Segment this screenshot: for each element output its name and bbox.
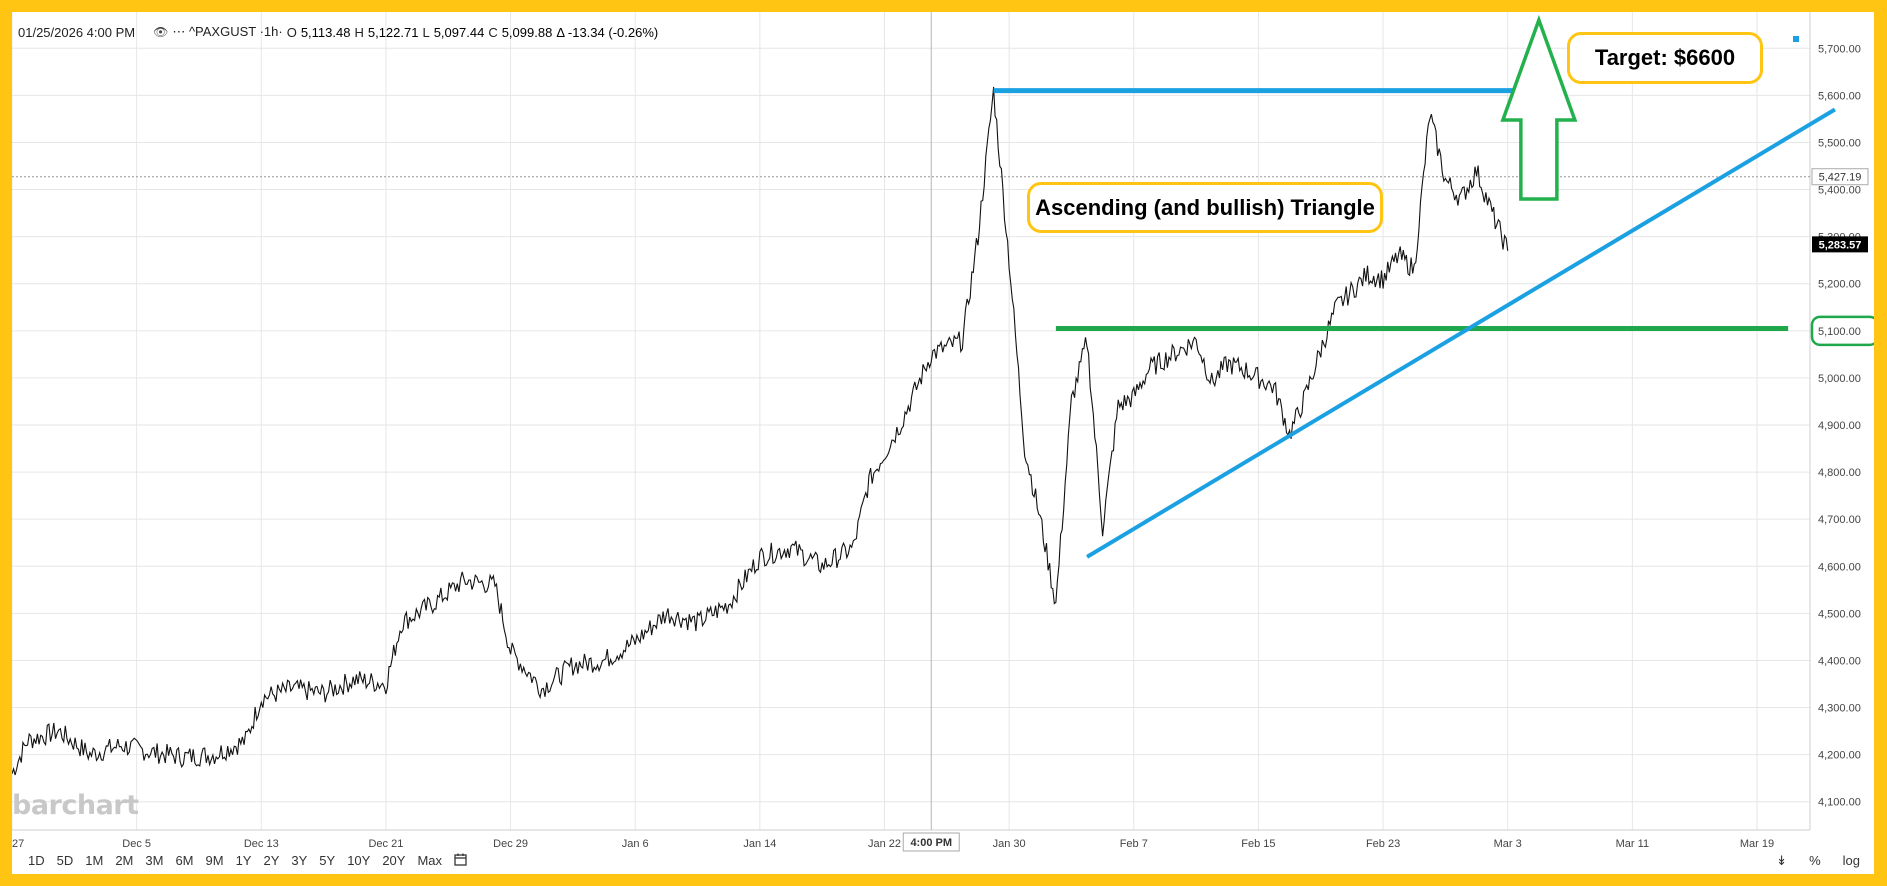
high-value: 5,122.71	[367, 24, 419, 40]
double-chevron-down-icon[interactable]: ↡	[1776, 853, 1788, 868]
open-value: 5,113.48	[300, 24, 351, 40]
range-selector: 1D 5D 1M 2M 3M 6M 9M 1Y 2Y 3Y 5Y 10Y 20Y…	[22, 853, 473, 869]
x-tick-label: Mar 3	[1494, 838, 1522, 850]
low-value: 5,097.44	[433, 24, 485, 40]
drawing-annotations	[993, 14, 1836, 559]
open-label: O	[286, 24, 297, 40]
crosshair-price-label: 5,427.19	[1819, 172, 1862, 184]
y-tick-label: 4,900.00	[1818, 420, 1861, 432]
range-5d[interactable]: 5D	[56, 853, 74, 868]
low-label: L	[422, 24, 430, 40]
crosshair-time-label: 4:00 PM	[910, 837, 952, 849]
y-tick-label: 5,400.00	[1818, 185, 1861, 197]
last-price-label: 5,283.57	[1819, 239, 1862, 251]
range-5y[interactable]: 5Y	[319, 853, 336, 868]
range-1d[interactable]: 1D	[28, 853, 45, 868]
chart-footer: 1D 5D 1M 2M 3M 6M 9M 1Y 2Y 3Y 5Y 10Y 20Y…	[12, 850, 1874, 874]
grid	[12, 12, 1810, 830]
last-price-box	[1812, 236, 1868, 253]
y-tick-label: 5,200.00	[1818, 279, 1861, 291]
calendar-icon[interactable]	[448, 853, 473, 869]
barchart-logo: barchart	[12, 790, 139, 821]
price-chart[interactable]: 4,100.00 4,200.00 4,300.00 4,400.00 4,500.00…	[12, 12, 1874, 874]
x-tick-label: Dec 13	[244, 838, 279, 850]
x-tick-label: Jan 6	[622, 838, 649, 850]
range-3y[interactable]: 3Y	[291, 853, 308, 868]
y-tick-label: 4,700.00	[1818, 514, 1861, 526]
x-tick-label: Dec 21	[368, 838, 403, 850]
y-tick-label: 4,600.00	[1818, 561, 1861, 573]
ohlc-header: 01/25/2026 4:00 PM 👁 ⋯ ^PAXGUST ·1h· O 5…	[18, 24, 658, 40]
y-tick-label: 5,700.00	[1818, 43, 1861, 55]
range-max[interactable]: Max	[417, 853, 443, 868]
y-tick-label: 4,800.00	[1818, 467, 1861, 479]
range-20y[interactable]: 20Y	[382, 853, 406, 868]
x-tick-label: Feb 23	[1366, 838, 1400, 850]
y-tick-label: 4,500.00	[1818, 608, 1861, 620]
crosshair-time-box	[902, 832, 960, 852]
target-arrow	[1500, 14, 1578, 201]
close-value: 5,099.88	[501, 24, 553, 40]
marker-dot	[1793, 36, 1799, 42]
x-tick-label: Jan 30	[993, 838, 1026, 850]
range-1y[interactable]: 1Y	[235, 853, 252, 868]
symbol-label[interactable]: ⋯ ^PAXGUST ·1h·	[172, 24, 283, 39]
price-series	[12, 86, 1509, 776]
x-tick-label: Mar 19	[1740, 838, 1774, 850]
y-tick-label: 4,300.00	[1818, 703, 1861, 715]
high-label: H	[354, 24, 364, 40]
x-tick-label: Jan 14	[743, 838, 776, 850]
y-tick-label: 5,600.00	[1818, 90, 1861, 102]
support-level-highlight	[1810, 315, 1874, 347]
y-tick-label: 4,100.00	[1818, 797, 1861, 809]
x-tick-label: 27	[12, 838, 24, 850]
y-tick-label: 5,100.00	[1818, 326, 1861, 338]
range-6m[interactable]: 6M	[175, 853, 194, 868]
range-10y[interactable]: 10Y	[347, 853, 371, 868]
y-tick-label: 4,200.00	[1818, 750, 1861, 762]
x-tick-label: Mar 11	[1616, 838, 1649, 850]
price-line	[12, 86, 1509, 776]
percent-toggle[interactable]: %	[1809, 853, 1821, 868]
y-tick-label: 5,500.00	[1818, 137, 1861, 149]
x-tick-label: Feb 7	[1120, 838, 1148, 850]
range-3m[interactable]: 3M	[145, 853, 164, 868]
change-value: Δ -13.34 (-0.26%)	[556, 24, 659, 40]
range-2m[interactable]: 2M	[115, 853, 134, 868]
x-tick-label: Feb 15	[1241, 838, 1275, 850]
range-9m[interactable]: 9M	[205, 853, 224, 868]
y-tick-label: 4,400.00	[1818, 655, 1861, 667]
crosshair-price-box	[1811, 168, 1869, 186]
close-label: C	[488, 24, 498, 40]
x-tick-label: Dec 5	[122, 838, 151, 850]
triangle-callout[interactable]: Ascending (and bullish) Triangle	[1027, 182, 1383, 233]
footer-controls: ↡ % log	[1776, 853, 1860, 869]
range-2y[interactable]: 2Y	[263, 853, 280, 868]
x-tick-label: Dec 29	[493, 838, 528, 850]
y-tick-label: 5,000.00	[1818, 373, 1861, 385]
range-1m[interactable]: 1M	[85, 853, 104, 868]
chart-frame: 4,100.00 4,200.00 4,300.00 4,400.00 4,500.00…	[12, 12, 1874, 874]
header-datetime: 01/25/2026 4:00 PM	[18, 24, 136, 40]
x-tick-label: Jan 22	[868, 838, 901, 850]
target-callout[interactable]: Target: $6600	[1567, 32, 1763, 84]
log-toggle[interactable]: log	[1842, 853, 1860, 868]
trend-line	[1086, 107, 1836, 559]
axes: 4,100.00 4,200.00 4,300.00 4,400.00 4,500.00…	[12, 12, 1874, 852]
eye-icon[interactable]: 👁	[153, 25, 169, 39]
